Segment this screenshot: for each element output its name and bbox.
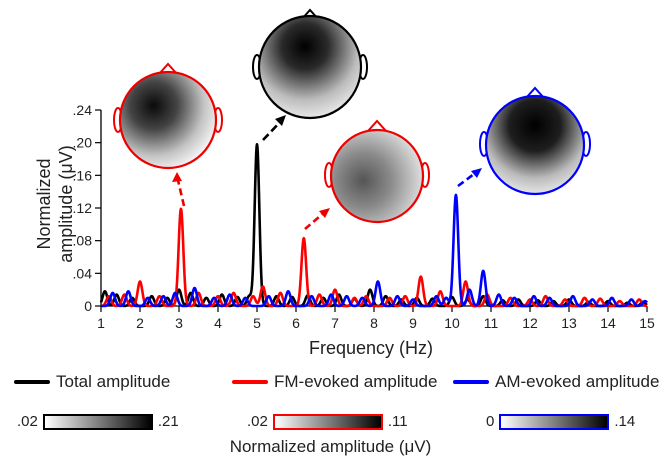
legend-label-am: AM-evoked amplitude	[495, 372, 660, 391]
series-line-am	[100, 193, 648, 308]
x-tick-label: 2	[136, 315, 144, 331]
y-tick-label: .24	[73, 102, 93, 118]
y-tick-label: 0	[84, 298, 92, 314]
x-tick-label: 10	[444, 315, 460, 331]
scalp-map-total-5hz	[252, 8, 368, 120]
spectrum-figure: 0.04.08.12.16.20.24 1 2 3 4 5 6 7 8 9 10 11 12 13 14 1…	[34, 8, 655, 358]
colorbar-fm-bar	[272, 413, 383, 430]
legend-label-total: Total amplitude	[56, 372, 171, 391]
y-tick-label: .12	[73, 200, 93, 216]
x-tick-label: 12	[522, 315, 538, 331]
y-tick-label: .08	[73, 233, 93, 249]
x-tick-label: 5	[253, 315, 261, 331]
colorbar-am: 0 .14	[486, 413, 635, 430]
x-tick-label: 6	[292, 315, 300, 331]
scalp-map-fm-3hz	[113, 62, 223, 170]
colorbars: .02 .21 .02 .11 0 .14	[0, 413, 661, 435]
colorbar-fm: .02 .11	[247, 413, 408, 430]
x-tick-label: 14	[600, 315, 616, 331]
legend: Total amplitude FM-evoked amplitude AM-e…	[0, 372, 661, 396]
x-tick-label: 15	[639, 315, 655, 331]
series-line-fm	[100, 207, 648, 308]
legend-swatch-blue	[453, 380, 489, 384]
colorbar-total-max: .21	[157, 413, 179, 430]
x-axis-label: Frequency (Hz)	[309, 338, 433, 358]
scalp-map-am-10hz	[479, 86, 591, 196]
scalp-map-fm-6hz	[324, 119, 430, 224]
legend-label-fm: FM-evoked amplitude	[274, 372, 438, 391]
colorbar-fm-min: .02	[247, 413, 268, 430]
legend-swatch-red	[232, 380, 268, 384]
x-tick-label: 11	[484, 315, 499, 331]
y-tick-label: .20	[73, 135, 93, 151]
legend-swatch-black	[14, 380, 50, 384]
legend-item-fm: FM-evoked amplitude	[232, 372, 437, 392]
x-tick-label: 3	[175, 315, 183, 331]
colorbar-total-bar	[42, 413, 153, 430]
x-tick-label: 4	[214, 315, 222, 331]
x-tick-label: 7	[331, 315, 339, 331]
y-ticks: 0 .04 .08 .12 .16 .20 .24	[73, 102, 101, 314]
y-axis-label-line1: Normalized	[34, 158, 54, 249]
arrow-am-10hz	[457, 169, 479, 188]
colorbar-am-max: .14	[614, 413, 636, 430]
x-tick-label: 1	[97, 315, 105, 331]
x-ticks: 1 2 3 4 5 6 7 8 9 10 11 12 13 14 15	[97, 306, 655, 331]
colorbar-am-bar	[499, 413, 610, 430]
y-tick-label: .04	[73, 265, 93, 281]
colorbar-total: .02 .21	[17, 413, 179, 430]
colorbar-label: Normalized amplitude (μV)	[229, 437, 432, 456]
legend-item-total: Total amplitude	[14, 372, 170, 392]
x-tick-label: 9	[409, 315, 417, 331]
colorbar-am-min: 0	[486, 413, 495, 430]
colorbar-total-min: .02	[17, 413, 38, 430]
colorbar-fm-max: .11	[387, 413, 408, 430]
series-layer	[99, 142, 648, 308]
y-tick-label: .16	[73, 167, 93, 183]
y-axis-label-line2: amplitude (μV)	[56, 145, 76, 262]
x-tick-label: 8	[370, 315, 378, 331]
x-tick-label: 13	[561, 315, 577, 331]
legend-item-am: AM-evoked amplitude	[453, 372, 659, 392]
